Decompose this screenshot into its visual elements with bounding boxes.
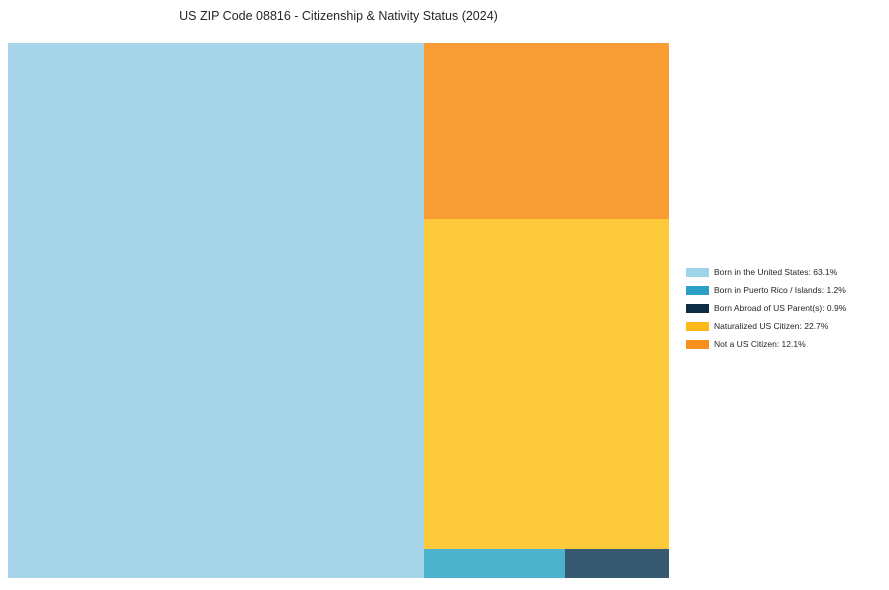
treemap-tile-not-a-us-citizen[interactable] (424, 43, 669, 219)
legend-label: Born in Puerto Rico / Islands: 1.2% (714, 284, 846, 295)
legend-entry-naturalized-us-citizen[interactable]: Naturalized US Citizen: 22.7% (686, 317, 881, 335)
legend-swatch-icon (686, 285, 709, 295)
legend-swatch-icon (686, 303, 709, 313)
legend-label: Born Abroad of US Parent(s): 0.9% (714, 302, 847, 313)
legend-label: Born in the United States: 63.1% (714, 266, 838, 277)
legend-swatch-icon (686, 321, 709, 331)
legend-entry-not-a-us-citizen[interactable]: Not a US Citizen: 12.1% (686, 335, 881, 353)
treemap-tile-born-abroad-of-us-parents[interactable] (565, 549, 669, 578)
legend-entry-born-in-puerto-rico-islands[interactable]: Born in Puerto Rico / Islands: 1.2% (686, 281, 881, 299)
legend-label: Naturalized US Citizen: 22.7% (714, 320, 829, 331)
treemap-tile-naturalized-us-citizen[interactable] (424, 219, 669, 549)
treemap-plot-area (8, 43, 669, 578)
legend-swatch-icon (686, 267, 709, 277)
legend-label: Not a US Citizen: 12.1% (714, 338, 806, 349)
legend-entry-born-in-the-united-states[interactable]: Born in the United States: 63.1% (686, 263, 881, 281)
treemap-tile-born-in-the-united-states[interactable] (8, 43, 424, 578)
treemap-tile-born-in-puerto-rico-islands[interactable] (424, 549, 565, 578)
legend-entry-born-abroad-of-us-parents[interactable]: Born Abroad of US Parent(s): 0.9% (686, 299, 881, 317)
chart-title: US ZIP Code 08816 - Citizenship & Nativi… (179, 9, 498, 23)
chart-legend: Born in the United States: 63.1% Born in… (686, 263, 881, 353)
legend-swatch-icon (686, 339, 709, 349)
